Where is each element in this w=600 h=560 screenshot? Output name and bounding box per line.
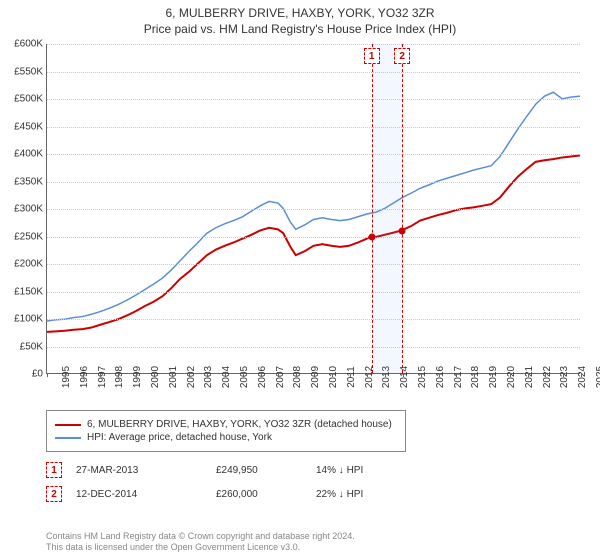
y-axis-label: £300K bbox=[14, 204, 43, 215]
title-line-1: 6, MULBERRY DRIVE, HAXBY, YORK, YO32 3ZR bbox=[0, 6, 600, 20]
sale-row: 1 27-MAR-2013 £249,950 14% ↓ HPI bbox=[46, 462, 566, 478]
gridline bbox=[47, 127, 580, 128]
gridline bbox=[47, 237, 580, 238]
y-axis-label: £0 bbox=[32, 369, 43, 380]
gridline bbox=[47, 72, 580, 73]
legend-swatch bbox=[55, 437, 81, 439]
sale-vline bbox=[402, 44, 403, 373]
y-axis-label: £600K bbox=[14, 39, 43, 50]
legend-item-price-paid: 6, MULBERRY DRIVE, HAXBY, YORK, YO32 3ZR… bbox=[55, 419, 397, 430]
legend-label: HPI: Average price, detached house, York bbox=[87, 432, 272, 443]
footer-attribution: Contains HM Land Registry data © Crown c… bbox=[46, 531, 566, 554]
sale-marker-icon: 1 bbox=[46, 462, 62, 478]
y-axis-label: £50K bbox=[20, 341, 43, 352]
price-chart: £0£50K£100K£150K£200K£250K£300K£350K£400… bbox=[46, 44, 580, 374]
gridline bbox=[47, 44, 580, 45]
gridline bbox=[47, 154, 580, 155]
y-axis-label: £450K bbox=[14, 121, 43, 132]
x-axis-label: 2025 bbox=[581, 366, 600, 388]
sale-point-dot bbox=[368, 233, 375, 240]
sale-date: 12-DEC-2014 bbox=[76, 489, 216, 500]
sale-marker-icon: 2 bbox=[394, 48, 410, 64]
y-axis-label: £200K bbox=[14, 259, 43, 270]
legend-swatch bbox=[55, 424, 81, 426]
y-axis-label: £400K bbox=[14, 149, 43, 160]
gridline bbox=[47, 209, 580, 210]
y-axis-label: £550K bbox=[14, 66, 43, 77]
title-line-2: Price paid vs. HM Land Registry's House … bbox=[0, 22, 600, 36]
legend-item-hpi: HPI: Average price, detached house, York bbox=[55, 432, 397, 443]
gridline bbox=[47, 182, 580, 183]
chart-title: 6, MULBERRY DRIVE, HAXBY, YORK, YO32 3ZR… bbox=[0, 0, 600, 36]
y-axis-label: £150K bbox=[14, 286, 43, 297]
gridline bbox=[47, 264, 580, 265]
gridline bbox=[47, 319, 580, 320]
gridline bbox=[47, 99, 580, 100]
sale-marker-icon: 1 bbox=[364, 48, 380, 64]
gridline bbox=[47, 347, 580, 348]
shaded-sale-period bbox=[372, 44, 402, 373]
sale-marker-col: 2 bbox=[46, 486, 76, 502]
sale-diff-vs-hpi: 22% ↓ HPI bbox=[316, 489, 436, 500]
sale-point-dot bbox=[399, 228, 406, 235]
sale-diff-vs-hpi: 14% ↓ HPI bbox=[316, 465, 436, 476]
legend: 6, MULBERRY DRIVE, HAXBY, YORK, YO32 3ZR… bbox=[46, 410, 406, 452]
legend-label: 6, MULBERRY DRIVE, HAXBY, YORK, YO32 3ZR… bbox=[87, 419, 392, 430]
sale-date: 27-MAR-2013 bbox=[76, 465, 216, 476]
sale-price: £249,950 bbox=[216, 465, 316, 476]
sale-marker-col: 1 bbox=[46, 462, 76, 478]
y-axis-label: £350K bbox=[14, 176, 43, 187]
footer-line-1: Contains HM Land Registry data © Crown c… bbox=[46, 531, 566, 543]
sale-price: £260,000 bbox=[216, 489, 316, 500]
y-axis-label: £500K bbox=[14, 94, 43, 105]
sale-row: 2 12-DEC-2014 £260,000 22% ↓ HPI bbox=[46, 486, 566, 502]
sale-vline bbox=[372, 44, 373, 373]
sale-marker-icon: 2 bbox=[46, 486, 62, 502]
y-axis-label: £100K bbox=[14, 314, 43, 325]
footer-line-2: This data is licensed under the Open Gov… bbox=[46, 542, 566, 554]
gridline bbox=[47, 292, 580, 293]
y-axis-label: £250K bbox=[14, 231, 43, 242]
